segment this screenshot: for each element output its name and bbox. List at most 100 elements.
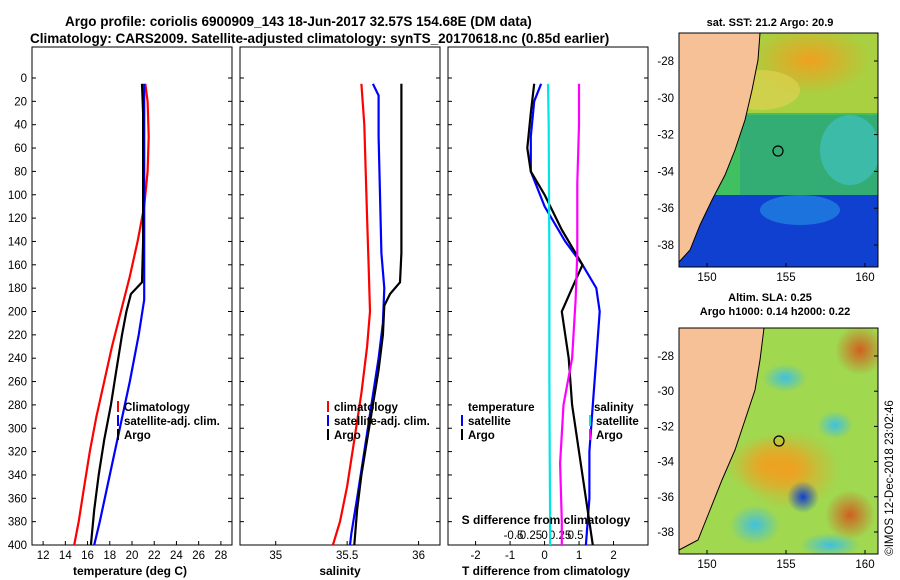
temperature-panel-frame xyxy=(31,46,233,546)
series-line-t-satellite xyxy=(529,83,601,546)
depth-tick-label: 20 xyxy=(14,96,27,108)
legend-temperature: temperature xyxy=(468,402,534,414)
x-tick-label: 36 xyxy=(412,550,425,562)
depth-tick-label: 380 xyxy=(8,517,27,529)
x-tick-label: 14 xyxy=(59,550,72,562)
map-y-tick-label: -28 xyxy=(657,56,674,68)
depth-tick-label: 260 xyxy=(8,377,27,389)
legend-salinity: salinity xyxy=(594,402,634,414)
map-y-tick-label: -30 xyxy=(657,93,674,105)
depth-tick-label: 100 xyxy=(8,190,27,202)
sla-map xyxy=(679,328,878,554)
x-tick-label: 12 xyxy=(37,550,50,562)
salinity-panel-frame xyxy=(239,46,441,546)
depth-tick-label: 40 xyxy=(14,120,27,132)
x-tick-label: 2 xyxy=(610,550,616,562)
depth-tick-label: 360 xyxy=(8,493,27,505)
x-tick-label: 20 xyxy=(126,550,139,562)
s-tick-label: -0.25 xyxy=(516,530,542,542)
map-x-tick-label: 155 xyxy=(776,272,795,284)
depth-tick-label: 320 xyxy=(8,447,27,459)
x-tick-label: 22 xyxy=(148,550,161,562)
depth-tick-label: 400 xyxy=(8,540,27,552)
legend-s-satellite: satellite xyxy=(596,416,639,428)
legend-t-satellite: satellite xyxy=(468,416,511,428)
map-x-tick-label: 155 xyxy=(776,559,795,571)
map-y-tick-label: -32 xyxy=(657,421,674,433)
title-line-2: Climatology: CARS2009. Satellite-adjuste… xyxy=(30,31,609,46)
legend-argo: Argo xyxy=(124,430,151,442)
x-tick-label: 1 xyxy=(576,550,582,562)
depth-tick-label: 340 xyxy=(8,470,27,482)
depth-tick-label: 180 xyxy=(8,283,27,295)
map-y-tick-label: -38 xyxy=(657,240,674,252)
difference-legend: temperature satellite Argo salinity sate… xyxy=(461,402,639,442)
x-tick-label: -1 xyxy=(505,550,515,562)
legend-s-argo: Argo xyxy=(596,430,623,442)
map-x-tick-label: 160 xyxy=(855,272,874,284)
legend-climatology-s: climatology xyxy=(334,402,399,414)
depth-tick-label: 120 xyxy=(8,213,27,225)
x-tick-label: 0 xyxy=(541,550,547,562)
series-line-t-argo xyxy=(526,83,594,546)
depth-tick-label: 80 xyxy=(14,166,27,178)
series-line-argo xyxy=(353,83,403,546)
credit-text: ©IMOS 12-Dec-2018 23:02:46 xyxy=(884,400,896,556)
map-x-tick-label: 160 xyxy=(855,559,874,571)
map-y-tick-label: -34 xyxy=(657,166,674,178)
map-y-tick-label: -30 xyxy=(657,386,674,398)
legend-t-argo: Argo xyxy=(468,430,495,442)
x-tick-label: 35.5 xyxy=(336,550,358,562)
temperature-legend: Climatology satellite-adj. clim. Argo xyxy=(117,401,220,442)
sla-map-title-1: Altim. SLA: 0.25 xyxy=(728,292,812,304)
legend-satellite-s: satellite-adj. clim. xyxy=(334,416,430,428)
depth-tick-label: 220 xyxy=(8,330,27,342)
difference-panel-frame xyxy=(447,46,649,546)
sla-map-title-2: Argo h1000: 0.14 h2000: 0.22 xyxy=(700,306,850,318)
salinity-xlabel: salinity xyxy=(319,564,361,578)
map-x-tick-label: 150 xyxy=(697,559,716,571)
x-tick-label: 28 xyxy=(214,550,227,562)
depth-tick-label: 0 xyxy=(21,73,27,85)
s-tick-label: 0.5 xyxy=(568,530,584,542)
map-y-tick-label: -36 xyxy=(657,492,674,504)
series-line-argo xyxy=(89,83,145,546)
x-tick-label: 26 xyxy=(192,550,205,562)
series-line-climatology xyxy=(73,83,150,546)
x-tick-label: 18 xyxy=(103,550,116,562)
x-tick-label: 16 xyxy=(81,550,94,562)
sst-argo-marker xyxy=(772,145,784,157)
depth-tick-label: 200 xyxy=(8,307,27,319)
depth-tick-label: 240 xyxy=(8,353,27,365)
map-y-tick-label: -34 xyxy=(657,457,674,469)
map-y-tick-label: -36 xyxy=(657,203,674,215)
s-tick-label: -0.5 xyxy=(504,530,524,542)
legend-argo-s: Argo xyxy=(334,430,361,442)
series-line-climatology xyxy=(331,83,372,546)
depth-tick-label: 300 xyxy=(8,423,27,435)
s-tick-label: 0 xyxy=(541,530,547,542)
s-difference-xlabel: S difference from climatology xyxy=(462,513,631,527)
map-y-tick-label: -38 xyxy=(657,527,674,539)
x-tick-label: -2 xyxy=(470,550,480,562)
sst-map-title: sat. SST: 21.2 Argo: 20.9 xyxy=(707,17,834,29)
legend-satellite: satellite-adj. clim. xyxy=(124,416,220,428)
salinity-legend: climatology satellite-adj. clim. Argo xyxy=(327,401,430,442)
legend-climatology: Climatology xyxy=(124,402,190,414)
depth-tick-label: 140 xyxy=(8,236,27,248)
map-x-tick-label: 150 xyxy=(697,272,716,284)
series-line-s-argo xyxy=(558,83,581,545)
temperature-xlabel: temperature (deg C) xyxy=(73,564,187,578)
s-tick-label: 0.25 xyxy=(549,530,571,542)
map-y-tick-label: -32 xyxy=(657,130,674,142)
depth-tick-label: 60 xyxy=(14,143,27,155)
series-line-s-satellite xyxy=(546,83,552,545)
title-line-1: Argo profile: coriolis 6900909_143 18-Ju… xyxy=(65,14,532,29)
series-line-satellite-adj-clim- xyxy=(348,83,386,546)
sst-map xyxy=(679,33,878,267)
x-tick-label: 24 xyxy=(170,550,183,562)
map-y-tick-label: -28 xyxy=(657,351,674,363)
depth-tick-label: 160 xyxy=(8,260,27,272)
sla-argo-marker xyxy=(773,435,785,447)
